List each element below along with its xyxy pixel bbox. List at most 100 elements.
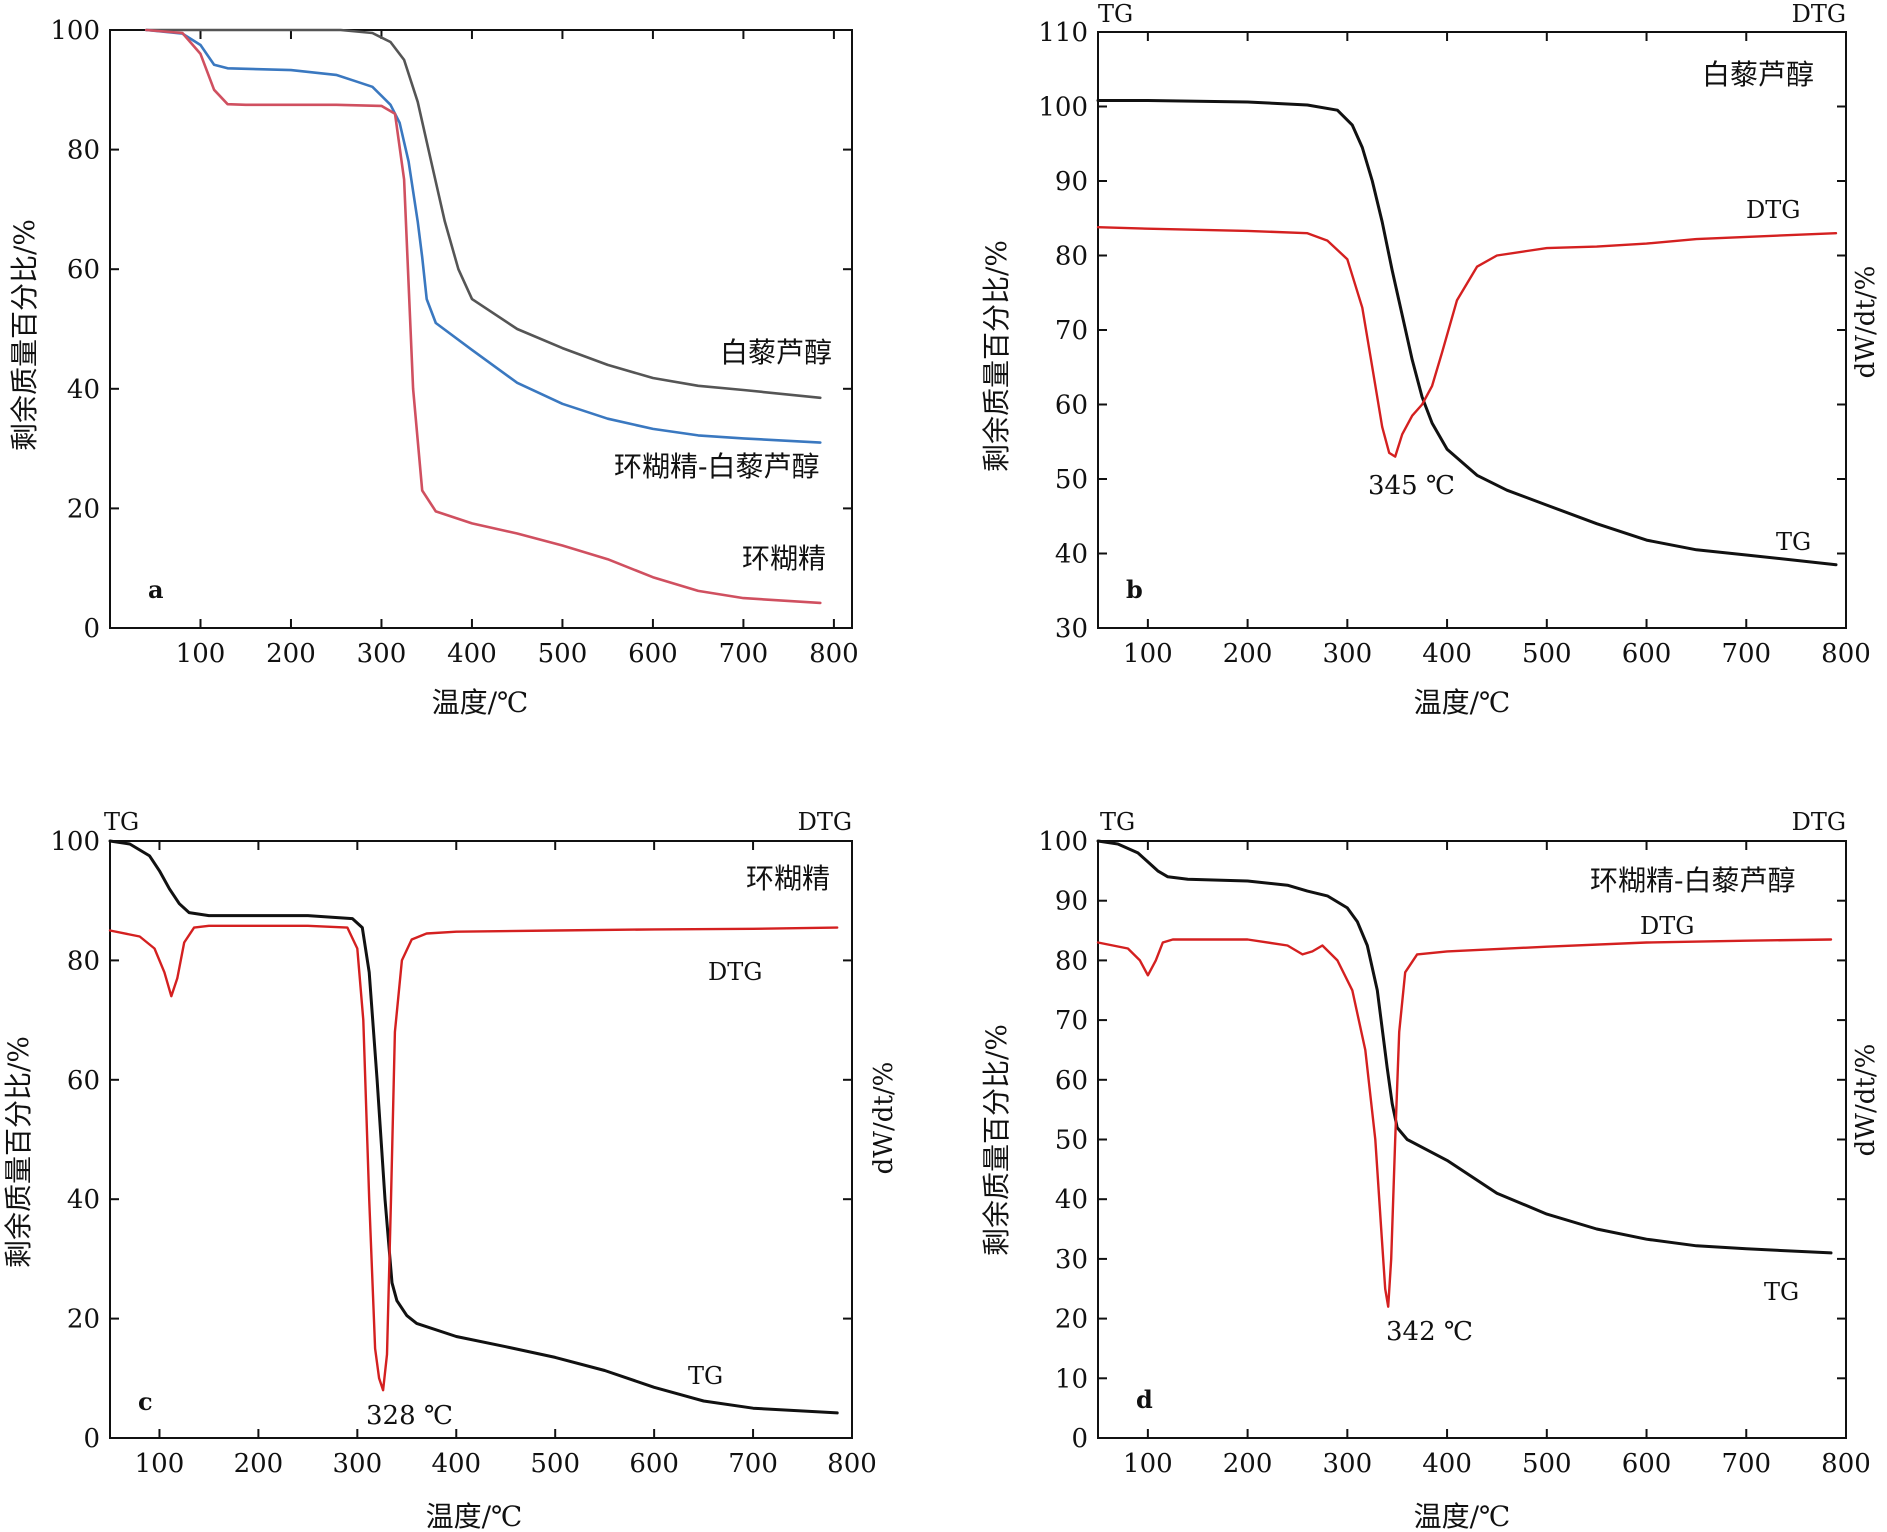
panel-c-letter: c (138, 1387, 153, 1416)
panel-b-peak-label: 345 ℃ (1368, 471, 1455, 501)
y-tick-label: 0 (83, 1424, 100, 1454)
y-tick-label: 30 (1055, 1245, 1088, 1275)
y-tick-label: 0 (1071, 1424, 1088, 1454)
panel-c-title: 环糊精 (746, 862, 830, 895)
panel-d-ylabel: 剩余质量百分比/% (980, 1024, 1013, 1256)
y-tick-label: 20 (67, 1305, 100, 1335)
panel-c-corner-tg: TG (104, 808, 139, 836)
x-tick-label: 500 (538, 639, 588, 669)
y-tick-label: 20 (1055, 1305, 1088, 1335)
y-tick-label: 80 (1055, 946, 1088, 976)
x-tick-label: 200 (234, 1449, 284, 1479)
x-tick-label: 500 (1522, 1449, 1572, 1479)
panel-b-xlabel: 温度/℃ (1414, 686, 1511, 719)
panel-d-dtg-label: DTG (1640, 912, 1694, 940)
series-line-tg (1096, 839, 1833, 1255)
series-line-dtg (1096, 226, 1838, 458)
plot-frame (109, 29, 853, 629)
x-tick-label: 800 (827, 1449, 877, 1479)
x-tick-label: 700 (719, 639, 769, 669)
panel-d: 100 200 300 400 500 600 700 800 0 10 20 30 40 50 60 70 8… (1038, 827, 1870, 1479)
series-line- (144, 28, 822, 400)
y-tick-label: 60 (1055, 391, 1088, 421)
plot-frame (1097, 31, 1847, 629)
y-tick-label: 40 (67, 1185, 100, 1215)
x-tick-label: 600 (629, 1449, 679, 1479)
x-tick-label: 700 (1721, 1449, 1771, 1479)
y-tick-label: 90 (1055, 887, 1088, 917)
y-tick-label: 60 (67, 1066, 100, 1096)
y-tick-label: 100 (50, 827, 100, 857)
x-tick-label: 700 (728, 1449, 778, 1479)
series-line-dtg (1096, 938, 1833, 1308)
x-tick-label: 400 (1422, 1449, 1472, 1479)
x-tick-label: 700 (1721, 639, 1771, 669)
x-tick-label: 400 (447, 639, 497, 669)
panel-b-letter: b (1126, 575, 1143, 604)
x-tick-label: 600 (1622, 1449, 1672, 1479)
x-tick-label: 100 (176, 639, 226, 669)
y-tick-label: 80 (67, 136, 100, 166)
y-tick-label: 50 (1055, 465, 1088, 495)
panel-a: 100 200 300 400 500 600 700 800 0 20 40 60 80 100 (50, 16, 858, 669)
series-line- (144, 28, 822, 444)
x-tick-label: 800 (809, 639, 859, 669)
x-tick-label: 300 (357, 639, 407, 669)
panel-a-letter: a (148, 575, 164, 604)
x-tick-label: 300 (1323, 1449, 1373, 1479)
panel-c-y2label: dW/dt/% (869, 1062, 899, 1175)
panel-c-peak-label: 328 ℃ (366, 1401, 453, 1431)
x-tick-label: 600 (1622, 639, 1672, 669)
y-tick-label: 0 (83, 614, 100, 644)
panel-c-tg-label: TG (688, 1362, 723, 1390)
y-tick-label: 60 (1055, 1066, 1088, 1096)
y-tick-label: 100 (1038, 93, 1088, 123)
series-line- (144, 28, 822, 605)
panel-c-ylabel: 剩余质量百分比/% (2, 1036, 35, 1268)
panel-d-peak-label: 342 ℃ (1386, 1317, 1473, 1347)
panel-d-corner-tg: TG (1100, 808, 1135, 836)
x-tick-label: 400 (431, 1449, 481, 1479)
x-tick-label: 100 (1123, 639, 1173, 669)
x-tick-label: 800 (1821, 639, 1871, 669)
panel-a-label-resveratrol: 白藜芦醇 (720, 336, 832, 369)
panel-c-dtg-label: DTG (708, 958, 762, 986)
y-tick-label: 20 (67, 494, 100, 524)
panel-a-ylabel: 剩余质量百分比/% (8, 219, 41, 451)
panel-a-label-cd: 环糊精 (742, 542, 826, 575)
y-tick-label: 50 (1055, 1126, 1088, 1156)
series-line-tg (108, 839, 839, 1415)
panel-b-corner-dtg: DTG (1792, 0, 1846, 28)
x-tick-label: 200 (1223, 1449, 1273, 1479)
y-tick-label: 70 (1055, 316, 1088, 346)
x-tick-label: 300 (333, 1449, 383, 1479)
x-tick-label: 100 (135, 1449, 185, 1479)
panel-b: 100 200 300 400 500 600 700 800 30 40 50 60 70 80 90 10… (1038, 18, 1870, 669)
y-tick-label: 70 (1055, 1006, 1088, 1036)
y-tick-label: 40 (67, 375, 100, 405)
panel-d-corner-dtg: DTG (1792, 808, 1846, 836)
x-tick-label: 600 (628, 639, 678, 669)
x-tick-label: 300 (1323, 639, 1373, 669)
panel-b-title: 白藜芦醇 (1702, 58, 1814, 91)
x-tick-label: 500 (530, 1449, 580, 1479)
plot-frame (109, 840, 853, 1439)
panel-b-ylabel: 剩余质量百分比/% (980, 240, 1013, 472)
x-tick-label: 800 (1821, 1449, 1871, 1479)
panel-d-y2label: dW/dt/% (1851, 1044, 1881, 1157)
panel-b-corner-tg: TG (1098, 0, 1133, 28)
y-tick-label: 80 (67, 946, 100, 976)
panel-c: 100 200 300 400 500 600 700 800 0 20 40 60 80 100 (50, 827, 876, 1479)
panel-c-xlabel: 温度/℃ (426, 1500, 523, 1532)
y-tick-label: 80 (1055, 242, 1088, 272)
y-tick-label: 10 (1055, 1364, 1088, 1394)
y-tick-label: 110 (1038, 18, 1088, 48)
panel-d-tg-label: TG (1764, 1278, 1799, 1306)
y-tick-label: 40 (1055, 1185, 1088, 1215)
y-tick-label: 40 (1055, 540, 1088, 570)
plot-frame (1097, 840, 1847, 1439)
panel-d-xlabel: 温度/℃ (1414, 1500, 1511, 1532)
x-tick-label: 500 (1522, 639, 1572, 669)
panel-b-tg-label: TG (1776, 528, 1811, 556)
